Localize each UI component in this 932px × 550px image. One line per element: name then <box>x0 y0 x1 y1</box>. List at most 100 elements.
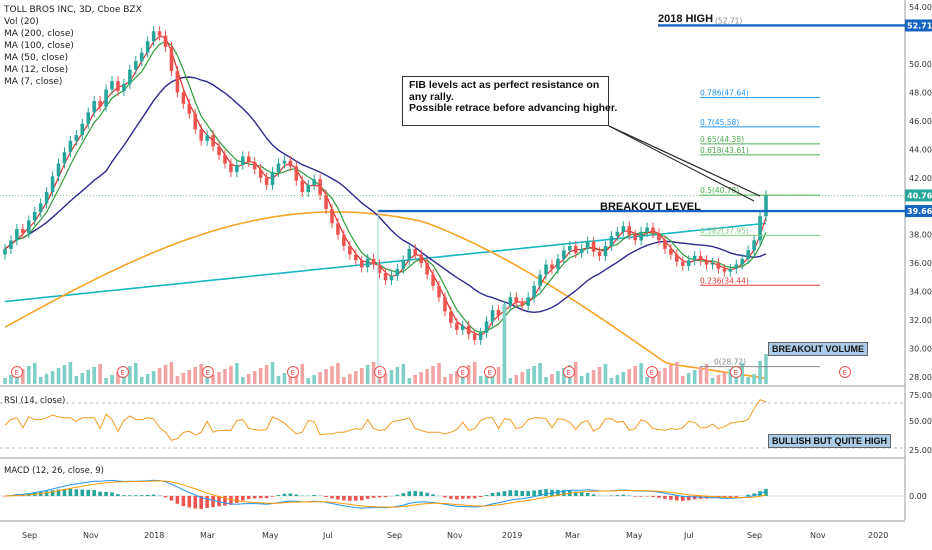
candle-body <box>490 310 495 322</box>
volume-bar <box>9 375 13 384</box>
candle-body <box>264 177 269 185</box>
volume-bar <box>466 365 471 384</box>
fib-level-label: 0.786(47.64) <box>700 89 749 98</box>
volume-bar <box>401 364 406 384</box>
earnings-marker <box>117 366 129 378</box>
macd-hist-bar <box>359 496 364 501</box>
macd-hist-bar <box>258 496 263 499</box>
volume-bar <box>80 373 85 384</box>
candle-body <box>675 254 679 262</box>
volume-bar <box>389 370 394 384</box>
volume-bar <box>449 374 453 384</box>
candle-body <box>538 274 542 286</box>
macd-hist-bar <box>56 489 61 496</box>
candle-body <box>199 129 203 141</box>
candle-body <box>50 176 55 192</box>
candle-body <box>627 226 632 235</box>
macd-hist-bar <box>205 496 209 508</box>
macd-hist-bar <box>229 496 233 505</box>
candle-body <box>437 285 441 298</box>
candle-body <box>407 248 412 261</box>
volume-bar <box>258 368 263 384</box>
candle-body <box>472 334 477 340</box>
volume-bar <box>585 373 590 384</box>
macd-hist-bar <box>252 496 257 499</box>
fib-level-label: (52.71) <box>715 16 742 25</box>
y-tick-label: 28.00 <box>909 373 932 382</box>
macd-hist-bar <box>116 494 120 496</box>
volume-bar <box>407 378 412 384</box>
legend-volume: Vol (20) <box>4 17 39 27</box>
macd-hist-bar <box>573 491 578 496</box>
volume-bar <box>139 377 144 384</box>
rsi-tick: 75.00 <box>909 391 932 400</box>
fib-level-label: 0.7(45.58) <box>700 118 739 127</box>
x-tick-label: Mar <box>200 531 216 540</box>
volume-bar <box>157 368 162 384</box>
volume-bar <box>627 369 632 384</box>
y-tick-label: 46.00 <box>909 117 932 126</box>
candle-body <box>740 258 745 265</box>
earnings-marker-label: E <box>461 369 465 377</box>
macd-tick: 0.00 <box>909 492 927 501</box>
candle-body <box>21 228 25 234</box>
volume-bar <box>639 363 643 384</box>
candle-body <box>163 35 168 47</box>
macd-hist-bar <box>484 495 489 496</box>
earnings-marker-label: E <box>843 369 847 377</box>
legend-ma12: MA (12, close) <box>4 65 69 75</box>
volume-bar <box>187 370 192 384</box>
fib-level-label: 0.5(40.78) <box>700 186 739 195</box>
price-marker-box <box>905 205 932 218</box>
volume-bar <box>193 367 198 384</box>
volume-bar <box>443 377 447 384</box>
macd-hist-bar <box>562 489 566 496</box>
macd-hist-bar <box>615 495 620 496</box>
candle-body <box>92 100 96 113</box>
candle-body <box>348 246 352 255</box>
macd-hist-bar <box>764 488 768 496</box>
candle-body <box>520 302 525 306</box>
candle-body <box>44 192 49 204</box>
macd-hist-bar <box>538 489 542 496</box>
volume-bar <box>597 367 602 384</box>
candle-body <box>603 246 608 256</box>
volume-bar <box>205 378 209 384</box>
volume-bar <box>395 367 400 384</box>
earnings-marker <box>287 366 299 378</box>
macd-hist-bar <box>526 490 530 496</box>
macd-hist-bar <box>223 496 227 506</box>
volume-bar <box>478 376 483 384</box>
candle-body <box>449 311 453 323</box>
candle-body <box>722 268 727 272</box>
volume-bar <box>383 373 388 384</box>
candle-body <box>181 92 186 104</box>
note-line-1: FIB levels act as perfect resistance on <box>409 79 600 91</box>
candle-body <box>318 179 322 195</box>
volume-bar <box>169 362 174 384</box>
candle-body <box>157 31 162 36</box>
earnings-marker-label: E <box>206 369 210 377</box>
ma50-line <box>4 76 767 314</box>
macd-hist-bar <box>472 496 477 499</box>
candle-body <box>294 166 299 181</box>
volume-bar <box>746 377 750 384</box>
volume-bar <box>675 362 679 384</box>
candle-body <box>710 263 715 265</box>
macd-hist-bar <box>639 496 643 497</box>
candle-body <box>746 250 750 259</box>
volume-bar <box>722 372 727 384</box>
macd-hist-bar <box>585 492 590 496</box>
volume-bar <box>246 374 251 384</box>
macd-hist-bar <box>44 491 49 496</box>
macd-hist-bar <box>520 490 525 496</box>
y-tick-label: 44.00 <box>909 145 932 154</box>
macd-hist-bar <box>746 494 750 496</box>
x-tick-label: Jul <box>322 531 333 540</box>
candle-body <box>639 231 643 241</box>
candle-body <box>686 260 691 266</box>
candle-body <box>86 112 91 124</box>
volume-bar <box>425 369 429 384</box>
candle-body <box>74 135 79 141</box>
earnings-marker <box>646 366 658 378</box>
